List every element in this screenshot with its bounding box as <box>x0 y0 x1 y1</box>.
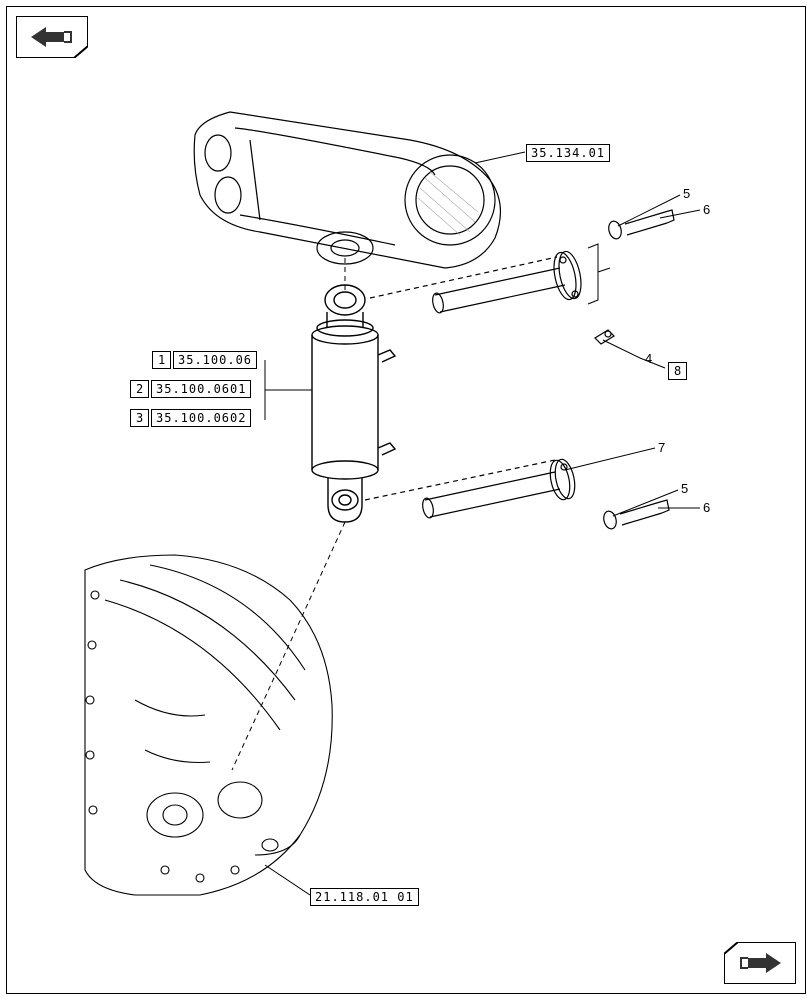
ref-mid3: 35.100.0602 <box>151 409 251 427</box>
ref-mid1: 35.100.06 <box>173 351 257 369</box>
lower-pin <box>365 458 578 519</box>
bolt-washer-lower <box>602 500 669 530</box>
ref-top: 35.134.01 <box>526 144 610 162</box>
callout-5a: 5 <box>683 186 690 201</box>
ref-bottom: 21.118.01 01 <box>310 888 419 906</box>
ref-mid2: 35.100.0601 <box>151 380 251 398</box>
callout-4: 4 <box>645 351 652 366</box>
callout-6b: 6 <box>703 500 710 515</box>
item-1-box: 1 <box>152 351 171 369</box>
grease-fitting-upper <box>595 330 614 344</box>
upper-link-arm <box>194 112 500 268</box>
callout-8-box: 8 <box>668 362 687 380</box>
chassis-housing <box>85 555 332 895</box>
parts-diagram <box>0 0 812 1000</box>
item-3-box: 3 <box>130 409 149 427</box>
item-2-box: 2 <box>130 380 149 398</box>
hydraulic-cylinder <box>312 285 395 522</box>
callout-5b: 5 <box>681 481 688 496</box>
callout-7: 7 <box>658 440 665 455</box>
callout-6a: 6 <box>703 202 710 217</box>
